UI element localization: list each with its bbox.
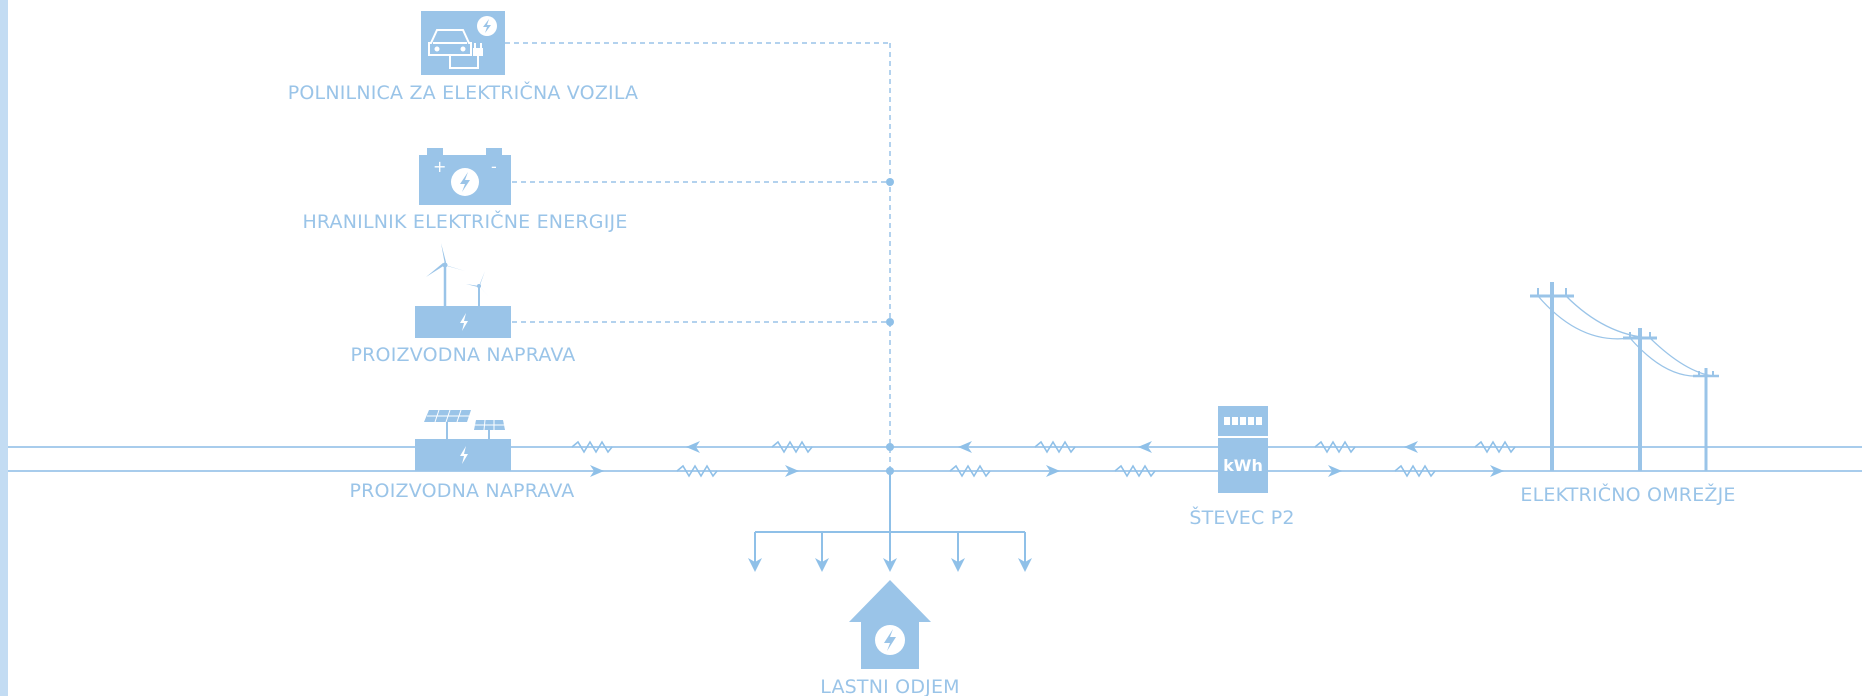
left-accent-bar — [0, 0, 8, 696]
battery-label: HRANILNIK ELEKTRIČNE ENERGIJE — [302, 209, 627, 233]
meter-display: kWh — [1223, 456, 1263, 475]
house-icon — [849, 580, 931, 669]
power-pole-icon — [1530, 282, 1719, 471]
battery-icon: + - — [419, 148, 511, 205]
svg-text:-: - — [491, 157, 497, 176]
meter-label: ŠTEVEC P2 — [1189, 505, 1294, 529]
grid-label: ELEKTRIČNO OMREŽJE — [1520, 482, 1735, 506]
main-power-lines — [8, 446, 1862, 472]
consumption-branches — [754, 471, 1026, 570]
wind-production-label: PROIZVODNA NAPRAVA — [351, 344, 576, 366]
electricity-meter-icon: kWh — [1218, 406, 1268, 493]
wind-turbine-icon — [415, 243, 511, 338]
ev-charger-label: POLNILNICA ZA ELEKTRIČNA VOZILA — [288, 80, 639, 104]
ev-charger-icon — [421, 11, 505, 75]
solar-panel-icon — [415, 409, 511, 471]
solar-production-label: PROIZVODNA NAPRAVA — [350, 480, 575, 502]
dashed-connectors — [505, 42, 891, 471]
svg-text:+: + — [433, 157, 446, 176]
consumption-label: LASTNI ODJEM — [820, 676, 960, 696]
